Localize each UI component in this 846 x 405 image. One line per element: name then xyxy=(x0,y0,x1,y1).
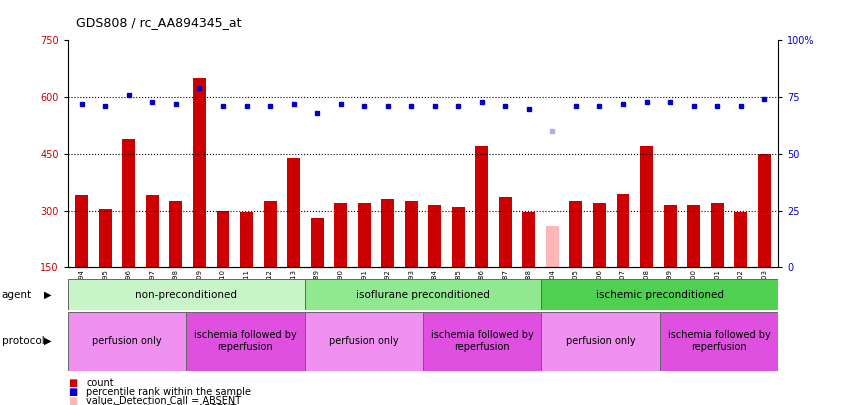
Bar xyxy=(475,146,488,267)
Bar xyxy=(310,218,323,267)
Text: ▶: ▶ xyxy=(44,336,52,346)
Bar xyxy=(499,197,512,267)
Text: non-preconditioned: non-preconditioned xyxy=(135,290,237,300)
Text: ischemic preconditioned: ischemic preconditioned xyxy=(596,290,724,300)
Bar xyxy=(663,205,677,267)
Text: value, Detection Call = ABSENT: value, Detection Call = ABSENT xyxy=(86,396,241,405)
Bar xyxy=(452,207,464,267)
Bar xyxy=(193,78,206,267)
Bar xyxy=(68,279,305,310)
Bar xyxy=(617,194,629,267)
Bar xyxy=(264,201,277,267)
Bar xyxy=(99,209,112,267)
Text: percentile rank within the sample: percentile rank within the sample xyxy=(86,387,251,396)
Bar xyxy=(334,203,347,267)
Bar xyxy=(404,201,418,267)
Bar xyxy=(305,312,423,371)
Bar xyxy=(428,205,442,267)
Text: GDS808 / rc_AA894345_at: GDS808 / rc_AA894345_at xyxy=(76,16,242,29)
Bar xyxy=(593,203,606,267)
Bar xyxy=(541,279,778,310)
Text: ■: ■ xyxy=(68,378,77,388)
Text: perfusion only: perfusion only xyxy=(566,336,635,346)
Text: ischemia followed by
reperfusion: ischemia followed by reperfusion xyxy=(431,330,534,352)
Text: count: count xyxy=(86,378,114,388)
Text: ischemia followed by
reperfusion: ischemia followed by reperfusion xyxy=(667,330,771,352)
Bar xyxy=(186,312,305,371)
Bar xyxy=(546,226,559,267)
Bar xyxy=(287,158,300,267)
Bar xyxy=(382,199,394,267)
Bar xyxy=(660,312,778,371)
Bar xyxy=(146,196,159,267)
Bar xyxy=(687,205,700,267)
Bar xyxy=(640,146,653,267)
Bar xyxy=(217,211,229,267)
Text: isoflurane preconditioned: isoflurane preconditioned xyxy=(356,290,490,300)
Bar xyxy=(541,312,660,371)
Text: ■: ■ xyxy=(68,387,77,396)
Bar xyxy=(75,196,88,267)
Text: ▶: ▶ xyxy=(44,290,52,300)
Bar xyxy=(305,279,541,310)
Bar xyxy=(734,213,747,267)
Bar xyxy=(758,154,771,267)
Text: perfusion only: perfusion only xyxy=(329,336,398,346)
Text: ■: ■ xyxy=(68,396,77,405)
Bar xyxy=(569,201,582,267)
Text: ischemia followed by
reperfusion: ischemia followed by reperfusion xyxy=(194,330,297,352)
Text: protocol: protocol xyxy=(2,336,45,346)
Text: agent: agent xyxy=(2,290,32,300)
Bar xyxy=(423,312,541,371)
Bar xyxy=(711,203,723,267)
Bar xyxy=(240,213,253,267)
Bar xyxy=(358,203,371,267)
Bar xyxy=(169,201,183,267)
Bar xyxy=(523,213,536,267)
Bar xyxy=(68,312,186,371)
Bar xyxy=(123,139,135,267)
Text: perfusion only: perfusion only xyxy=(92,336,162,346)
